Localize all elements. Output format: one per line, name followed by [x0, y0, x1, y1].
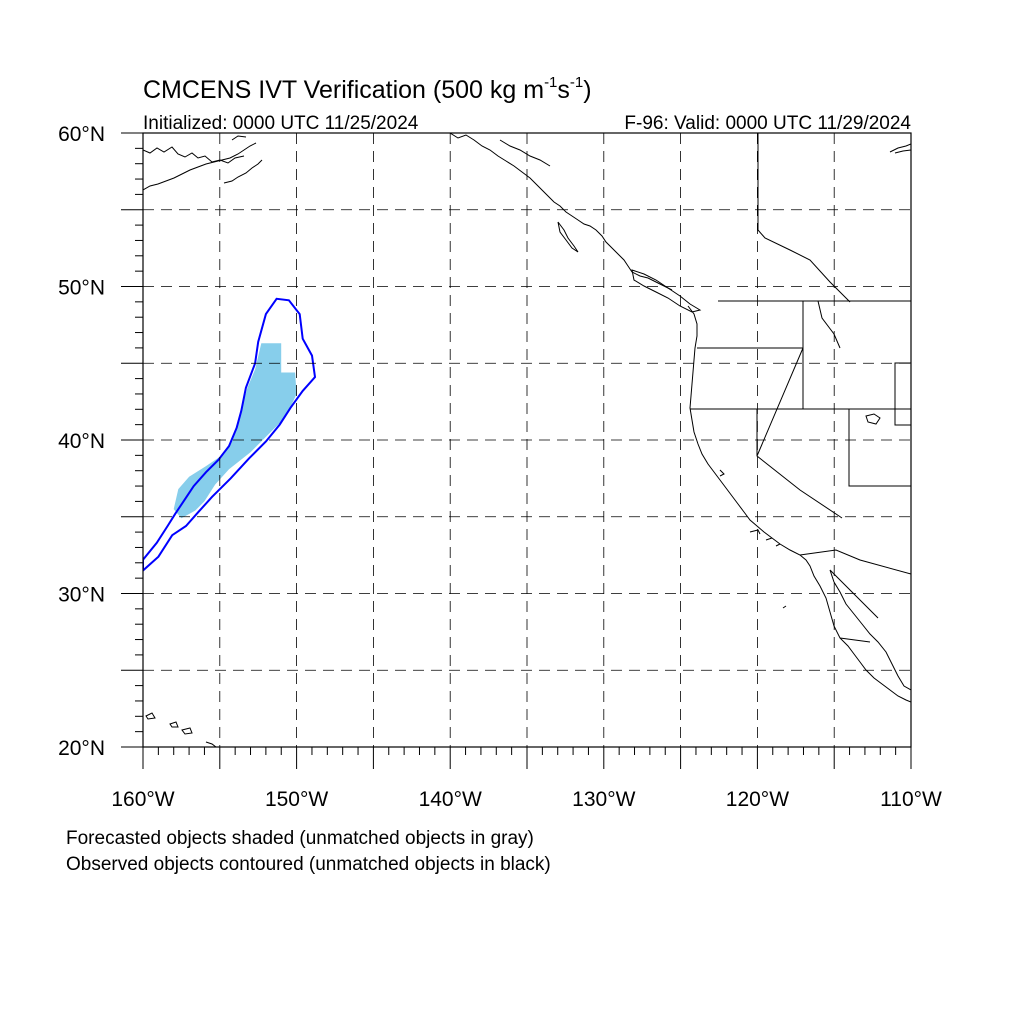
- observed-object-contour: [143, 297, 317, 572]
- us-west-coast: [687, 305, 911, 703]
- lon-label: 130°W: [572, 788, 635, 811]
- lat-label: 40°N: [58, 430, 105, 453]
- state-borders: [690, 133, 911, 643]
- lon-label: 150°W: [265, 788, 328, 811]
- channel-islands-and-lakes: [719, 413, 881, 609]
- initialized-time: Initialized: 0000 UTC 11/25/2024: [143, 113, 419, 134]
- latitude-labels: 60°N 50°N 40°N 30°N 20°N: [58, 123, 105, 760]
- lon-label: 110°W: [880, 788, 942, 811]
- vancouver-island: [631, 269, 702, 313]
- alaska-coast: [143, 133, 911, 291]
- lat-label: 20°N: [58, 737, 105, 760]
- legend-forecast-note: Forecasted objects shaded (unmatched obj…: [66, 828, 534, 849]
- lon-label: 160°W: [111, 788, 174, 811]
- verification-objects: [143, 297, 317, 572]
- longitude-labels: 160°W 150°W 140°W 130°W 120°W 110°W: [111, 788, 942, 811]
- figure-title: CMCENS IVT Verification (500 kg m-1s-1): [143, 74, 592, 104]
- haida-gwaii: [557, 221, 579, 253]
- lon-label: 120°W: [726, 788, 789, 811]
- lon-label: 140°W: [419, 788, 482, 811]
- lat-label: 30°N: [58, 584, 105, 607]
- gulf-of-california: [829, 569, 911, 691]
- graticule: [143, 133, 911, 747]
- axis-ticks: [121, 132, 912, 769]
- map-panel: [121, 132, 912, 769]
- lat-label: 60°N: [58, 123, 105, 146]
- coastlines-and-borders: [143, 133, 911, 747]
- valid-time: F-96: Valid: 0000 UTC 11/29/2024: [624, 113, 911, 134]
- hawaii: [145, 712, 217, 747]
- legend-observed-note: Observed objects contoured (unmatched ob…: [66, 854, 551, 875]
- lat-label: 50°N: [58, 277, 105, 300]
